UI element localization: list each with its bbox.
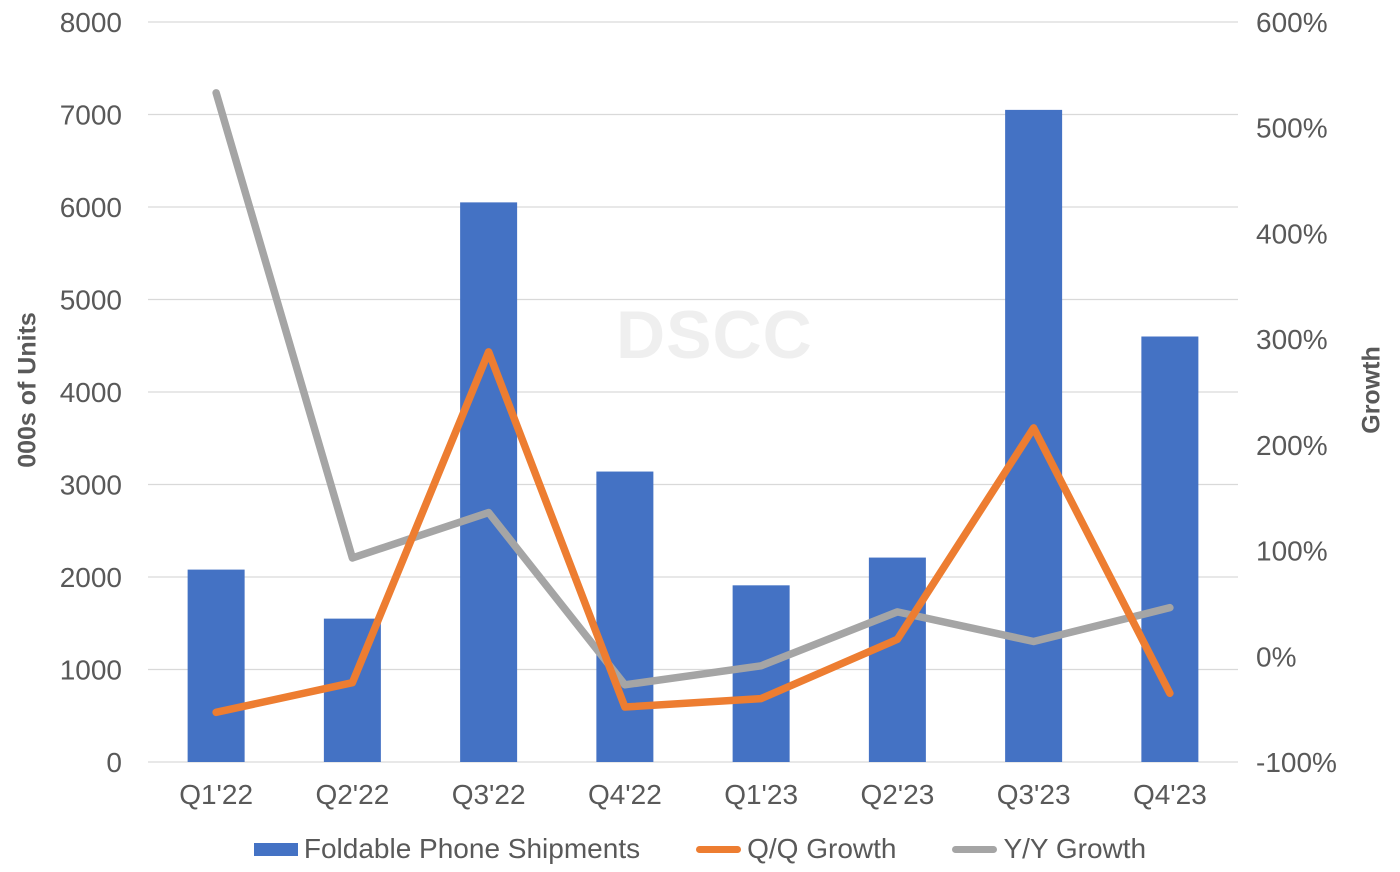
left-axis-tick-label: 8000 (60, 7, 122, 38)
line-series (212, 89, 1174, 689)
bar-Q2'23 (868, 557, 926, 762)
bar-Q3'22 (460, 202, 518, 762)
legend-item-qq-growth: Q/Q Growth (696, 833, 896, 865)
right-axis-tick-label: 0% (1256, 641, 1296, 672)
line-swatch-icon (696, 845, 742, 853)
left-axis-tick-label: 6000 (60, 192, 122, 223)
left-axis-tick-label: 0 (106, 747, 122, 778)
bar-Q1'22 (187, 569, 245, 762)
x-axis-category-label: Q1'23 (724, 779, 798, 810)
right-axis-tick-label: 100% (1256, 536, 1328, 567)
left-axis-tick-label: 3000 (60, 470, 122, 501)
x-axis-category-label: Q3'22 (452, 779, 526, 810)
left-axis-tick-label: 5000 (60, 285, 122, 316)
right-axis-tick-label: 200% (1256, 430, 1328, 461)
line-swatch-icon (952, 845, 998, 853)
bar-Q1'23 (732, 585, 790, 762)
legend-item-yy-growth: Y/Y Growth (952, 833, 1146, 865)
right-axis-tick-label: 400% (1256, 218, 1328, 249)
left-axis-tick-label: 4000 (60, 377, 122, 408)
x-axis-category-label: Q1'22 (179, 779, 253, 810)
legend: Foldable Phone Shipments Q/Q Growth Y/Y … (0, 832, 1400, 866)
bar-Q4'23 (1141, 336, 1199, 762)
left-axis-tick-label: 2000 (60, 562, 122, 593)
legend-label-yy-growth: Y/Y Growth (1003, 833, 1147, 864)
x-axis-category-label: Q3'23 (997, 779, 1071, 810)
right-axis-tick-label: 500% (1256, 113, 1328, 144)
x-axis-category-label: Q2'23 (860, 779, 934, 810)
right-axis-tick-label: 600% (1256, 7, 1328, 38)
bar-Q4'22 (596, 471, 654, 762)
left-axis-tick-label: 7000 (60, 100, 122, 131)
left-axis-title: 000s of Units (13, 312, 42, 468)
right-axis-tick-label: -100% (1256, 747, 1337, 778)
legend-item-shipments: Foldable Phone Shipments (253, 833, 641, 865)
watermark: DSCC (616, 297, 813, 373)
right-axis-title: Growth (1357, 346, 1386, 434)
x-axis-category-label: Q4'22 (588, 779, 662, 810)
line-series (212, 348, 1174, 717)
bar-swatch-icon (253, 842, 298, 856)
x-axis-category-label: Q2'22 (315, 779, 389, 810)
legend-label-shipments: Foldable Phone Shipments (303, 833, 641, 864)
left-axis-tick-label: 1000 (60, 655, 122, 686)
x-axis-category-label: Q4'23 (1133, 779, 1207, 810)
legend-label-qq-growth: Q/Q Growth (747, 833, 897, 864)
right-axis-tick-label: 300% (1256, 324, 1328, 355)
